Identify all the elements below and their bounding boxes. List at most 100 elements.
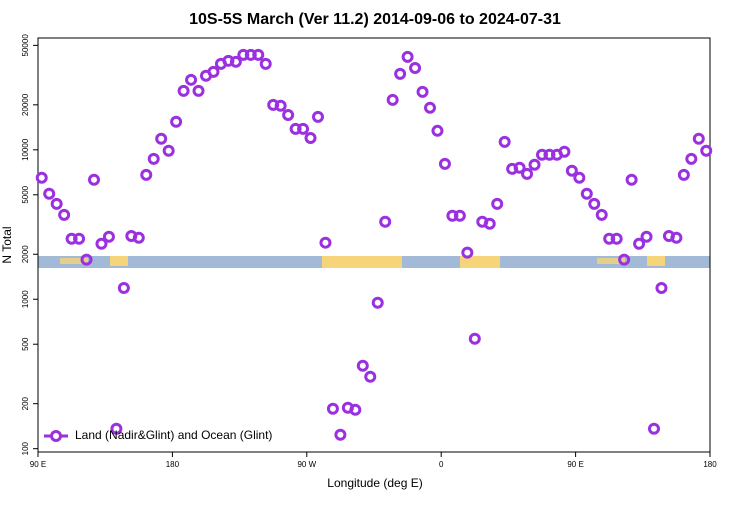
point — [140, 168, 153, 181]
point — [50, 197, 63, 210]
y-axis-label: N Total — [0, 226, 14, 263]
point — [565, 164, 578, 177]
point — [573, 171, 586, 184]
land — [60, 258, 88, 264]
legend-label: Land (Nadir&Glint) and Ocean (Glint) — [75, 428, 272, 442]
point — [326, 402, 339, 415]
land — [597, 258, 625, 264]
legend-marker — [50, 430, 62, 442]
point — [334, 428, 347, 441]
point — [177, 84, 190, 97]
land — [110, 256, 128, 266]
x-tick-label: 90 W — [297, 460, 316, 469]
point — [35, 171, 48, 184]
y-tick-label: 10000 — [21, 138, 30, 161]
point — [543, 148, 556, 161]
point — [692, 132, 705, 145]
x-tick-label: 90 E — [567, 460, 583, 469]
point — [633, 237, 646, 250]
point — [498, 135, 511, 148]
point — [700, 144, 713, 157]
point — [588, 197, 601, 210]
point — [132, 231, 145, 244]
point — [677, 168, 690, 181]
point — [648, 422, 660, 435]
point — [461, 246, 474, 259]
point — [162, 144, 175, 157]
point — [371, 296, 384, 309]
point — [170, 115, 183, 128]
point — [364, 370, 377, 383]
plot-frame — [37, 37, 711, 453]
point — [416, 85, 429, 98]
point — [349, 403, 362, 416]
point — [229, 55, 242, 68]
point — [117, 281, 130, 294]
point — [73, 232, 86, 245]
point — [282, 108, 295, 121]
point — [468, 332, 481, 345]
x-tick-label: 90 E — [30, 460, 46, 469]
y-tick-label: 500 — [21, 337, 30, 351]
point — [356, 359, 369, 372]
point — [237, 48, 250, 61]
point — [670, 231, 683, 244]
y-tick-label: 1000 — [21, 290, 30, 308]
point — [65, 232, 78, 245]
point — [155, 132, 168, 145]
point — [580, 187, 593, 200]
y-tick-label: 200 — [21, 396, 30, 410]
point — [297, 122, 310, 135]
point — [655, 281, 668, 294]
point — [401, 50, 414, 63]
x-tick-label: 180 — [166, 460, 180, 469]
point — [453, 209, 466, 222]
point — [110, 422, 123, 435]
point — [207, 65, 220, 78]
point — [394, 67, 407, 80]
chart-title: 10S-5S March (Ver 11.2) 2014-09-06 to 20… — [189, 11, 561, 28]
land — [322, 256, 402, 268]
point — [58, 208, 71, 221]
point — [289, 122, 302, 135]
x-axis-label: Longitude (deg E) — [327, 476, 422, 490]
x-tick-label: 180 — [703, 460, 717, 469]
point — [88, 173, 100, 186]
point — [192, 84, 205, 97]
point — [558, 145, 571, 158]
point — [431, 124, 444, 137]
y-tick-label: 20000 — [21, 93, 30, 116]
point — [386, 93, 399, 106]
point — [640, 230, 653, 243]
y-tick-label: 100 — [21, 441, 30, 455]
point — [409, 61, 422, 74]
y-tick-label: 5000 — [21, 185, 30, 203]
point — [80, 253, 93, 266]
x-tick-label: 0 — [439, 460, 444, 469]
point — [446, 209, 459, 222]
point — [274, 99, 287, 112]
point — [491, 197, 504, 210]
y-tick-label: 2000 — [21, 245, 30, 263]
y-tick-label: 50000 — [21, 34, 30, 57]
map-strip — [38, 256, 710, 268]
point — [618, 253, 631, 266]
point — [379, 215, 392, 228]
point — [625, 173, 638, 186]
point — [521, 167, 534, 180]
point — [244, 48, 257, 61]
point — [95, 237, 108, 250]
point — [147, 152, 160, 165]
point — [259, 57, 272, 70]
point — [528, 158, 541, 171]
point — [610, 232, 623, 245]
point — [43, 187, 56, 200]
point — [513, 161, 526, 174]
point — [319, 236, 332, 249]
point — [252, 48, 265, 61]
point — [483, 217, 496, 230]
point — [438, 157, 451, 170]
point — [685, 152, 698, 165]
